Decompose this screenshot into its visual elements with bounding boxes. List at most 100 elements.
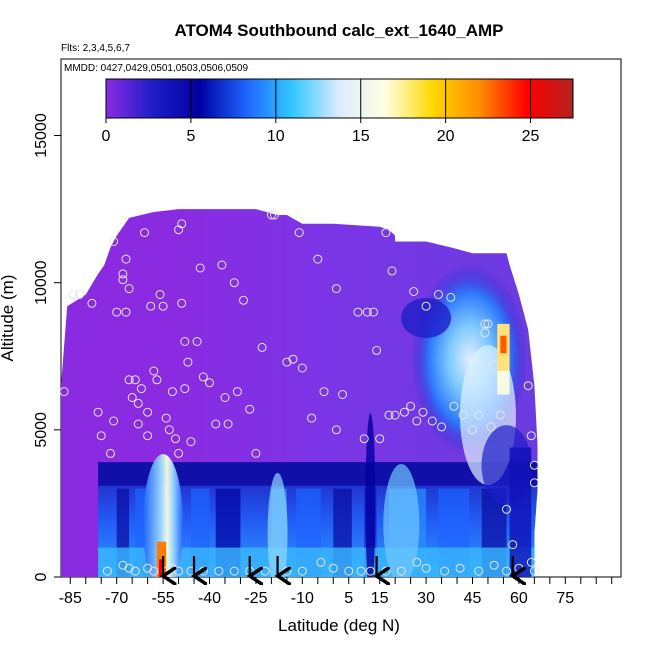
sample-point [214, 566, 224, 576]
sample-point [109, 416, 119, 426]
sample-point [195, 263, 205, 273]
sample-point [140, 228, 149, 238]
sample-point [245, 404, 255, 414]
sample-point [399, 407, 409, 417]
sample-point [186, 437, 196, 447]
colorbar-tick-label: 25 [522, 128, 540, 145]
y-tick-label: 10000 [33, 260, 50, 305]
y-tick-label: 0 [33, 572, 50, 581]
sample-point [502, 504, 511, 514]
sample-point [387, 266, 397, 276]
hotspot-north-core [500, 335, 507, 354]
sample-point [468, 425, 477, 435]
x-tick-label: 15 [371, 590, 389, 607]
north-edge-band [509, 447, 532, 577]
x-axis-label: Latitude (deg N) [278, 616, 400, 635]
sample-point [143, 563, 153, 573]
sample-point [486, 422, 496, 432]
sample-point [211, 419, 221, 429]
sample-point [112, 307, 122, 317]
y-tick-label: 5000 [33, 412, 50, 448]
sample-point [121, 307, 131, 317]
sample-point [480, 319, 490, 329]
sample-point [338, 390, 347, 399]
sample-point [133, 419, 143, 429]
sample-point [297, 566, 307, 576]
sample-point [396, 566, 406, 576]
sample-point [390, 410, 400, 420]
sample-point [409, 287, 419, 296]
sample-point [384, 410, 394, 420]
plume-north-low [383, 464, 420, 577]
southern-plume [143, 454, 184, 577]
sample-point [406, 401, 416, 411]
sample-point [133, 398, 143, 408]
sample-point [155, 290, 165, 299]
sample-point [59, 387, 69, 397]
x-tick-label: 45 [464, 590, 482, 607]
sample-point [434, 290, 443, 299]
x-tick-label: 60 [510, 590, 528, 607]
y-axis-label: Altitude (m) [0, 275, 17, 362]
sample-point [455, 563, 465, 573]
sample-point [353, 307, 363, 317]
sample-point [489, 360, 499, 370]
sample-point [526, 431, 536, 441]
northern-plume-edge [401, 298, 452, 338]
sample-point [158, 301, 168, 311]
sample-point [161, 413, 171, 423]
sample-point [344, 566, 354, 576]
sample-point [266, 210, 276, 220]
sample-point [167, 387, 177, 397]
sample-point [381, 228, 391, 238]
sample-point [372, 345, 382, 355]
sample-point [440, 566, 450, 576]
sample-point [152, 375, 162, 385]
x-axis: -85 -70 -55 -40 -25 -10 5 15 30 45 60 75 [59, 577, 613, 607]
sample-point [87, 298, 97, 308]
column-dark [365, 413, 376, 577]
sample-point [149, 366, 159, 376]
y-axis: 0 5000 10000 15000 [33, 113, 61, 581]
sample-point [526, 557, 536, 567]
sample-point [164, 425, 174, 435]
sample-point [474, 566, 484, 576]
sample-point [529, 478, 539, 488]
colorbar-ramp [105, 78, 574, 119]
sample-point [297, 363, 307, 373]
field-features [98, 264, 538, 577]
sample-point [437, 422, 447, 432]
sample-point [331, 425, 341, 435]
colorbar: 0 5 10 15 20 25 [102, 78, 574, 145]
sample-point [183, 357, 193, 367]
sample-point [446, 292, 456, 302]
sample-point [198, 372, 208, 382]
sample-point [93, 407, 103, 417]
sample-point [180, 337, 190, 346]
sample-point [171, 434, 180, 444]
sample-point [307, 413, 317, 423]
sample-point [328, 563, 338, 573]
sample-point [102, 566, 112, 576]
colorbar-tick-label: 10 [267, 128, 285, 145]
profile-arrows [163, 556, 513, 576]
sample-point [412, 416, 422, 426]
sample-points [59, 210, 539, 576]
plume-equator [267, 472, 288, 577]
sample-point [174, 225, 184, 235]
sample-point [319, 387, 329, 397]
x-tick-label: 75 [556, 590, 574, 607]
sample-point [369, 307, 378, 317]
sample-point [174, 448, 184, 458]
sample-point [109, 237, 119, 246]
sample-point [474, 410, 484, 420]
sample-point [127, 393, 137, 402]
sample-point [480, 328, 490, 338]
sample-point [508, 540, 518, 550]
chart-title: ATOM4 Southbound calc_ext_1640_AMP [174, 21, 503, 40]
x-tick-label: 5 [344, 590, 353, 607]
sample-point [359, 434, 369, 444]
sample-point [418, 407, 428, 417]
sample-point [146, 301, 156, 311]
